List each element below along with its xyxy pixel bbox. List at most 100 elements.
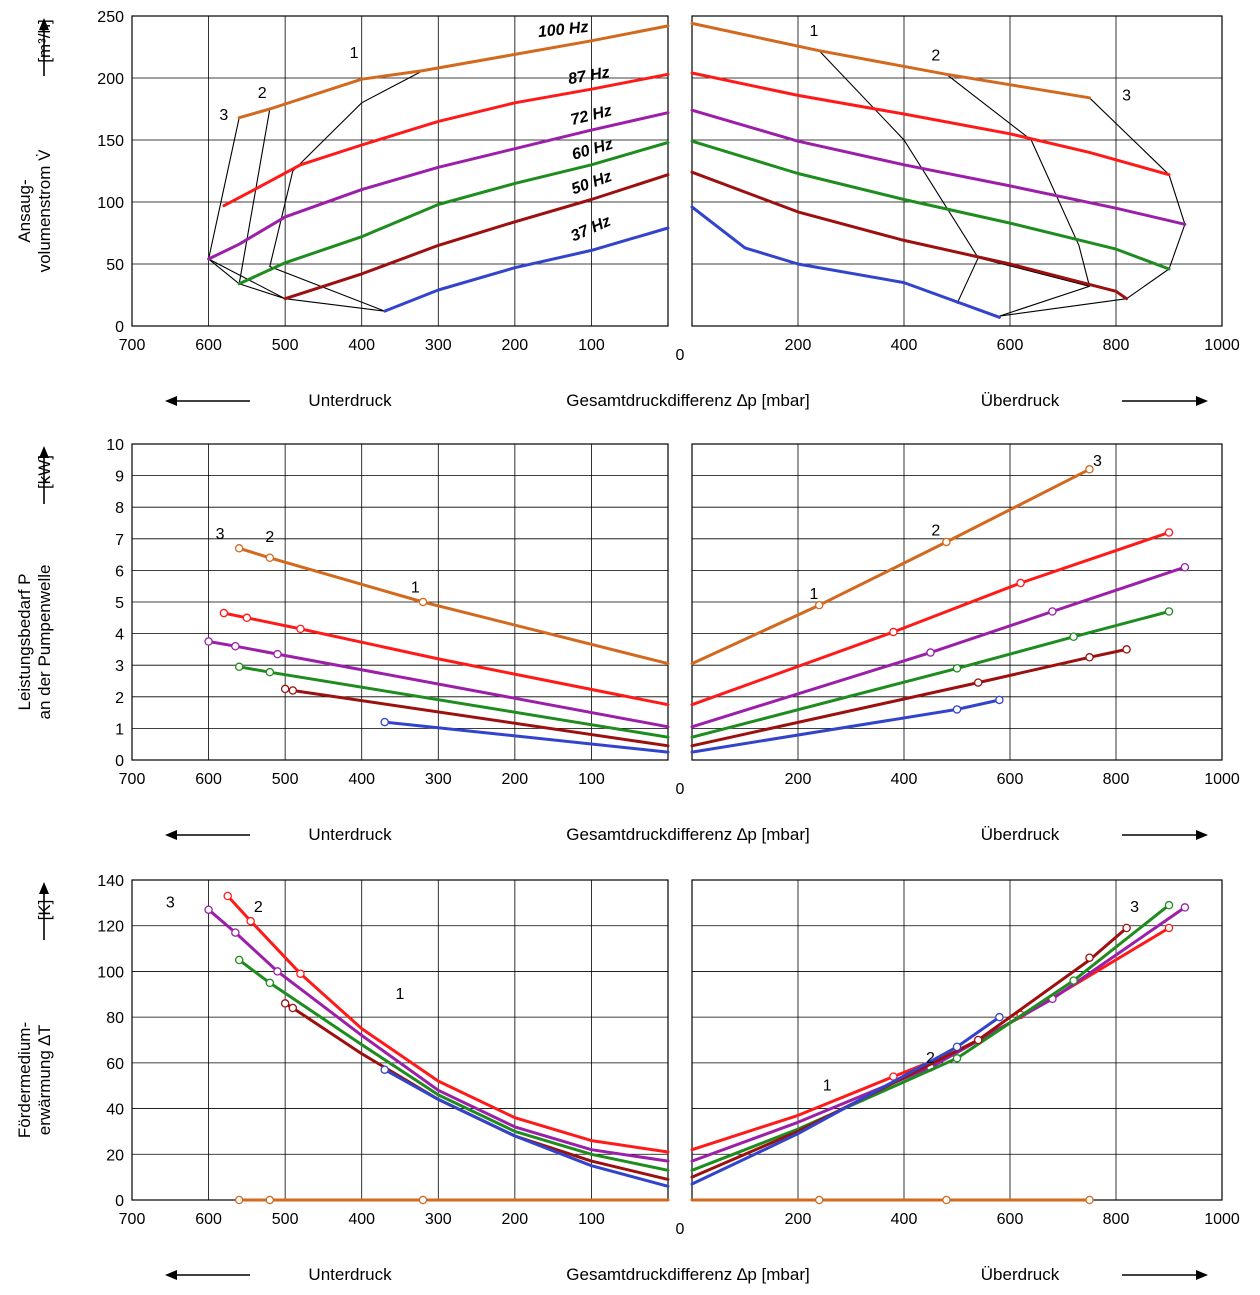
series-hz50 <box>280 923 1131 1181</box>
data-point <box>1069 976 1078 985</box>
data-point <box>889 627 898 637</box>
plot-frame-right <box>691 879 1223 1201</box>
data-point <box>288 1003 298 1013</box>
y-axis-label-line2: an der Pumpenwelle <box>35 565 54 720</box>
x-tick-label: 500 <box>272 771 299 788</box>
y-tick-label: 50 <box>106 257 124 274</box>
data-point <box>1164 607 1174 616</box>
x-tick-label: 200 <box>502 1211 529 1228</box>
curve-annotation: 2 <box>931 48 940 65</box>
x-tick-label: 800 <box>1103 771 1130 788</box>
y-axis-label-line2: erwärmung ∆T <box>35 1025 54 1136</box>
y-tick-label: 1 <box>115 721 124 738</box>
right-arrow-head-icon <box>1196 830 1208 840</box>
x-tick-label-zero: 0 <box>676 1221 685 1238</box>
y-axis-label-group: Ansaug-volumenstrom V̇[m³/h] <box>15 19 54 272</box>
curve-annotation: 1 <box>350 45 359 62</box>
data-point <box>1085 953 1094 962</box>
y-tick-label: 0 <box>115 753 124 770</box>
y-axis-label-line1: Ansaug- <box>15 179 34 242</box>
x-tick-label: 200 <box>785 1211 812 1228</box>
series-label: 37 Hz <box>568 213 613 246</box>
ueberdruck-label: Überdruck <box>981 825 1060 844</box>
x-tick-label: 600 <box>195 337 222 354</box>
curve-annotation: 3 <box>1130 899 1139 916</box>
data-point <box>1048 607 1057 616</box>
series-line-right <box>690 926 1129 1179</box>
x-tick-label: 200 <box>785 771 812 788</box>
unterdruck-label: Unterdruck <box>308 391 392 410</box>
series-hz60 <box>237 139 1171 286</box>
data-point <box>995 1012 1004 1022</box>
x-tick-label: 100 <box>578 337 605 354</box>
x-tick-label: 100 <box>578 1211 605 1228</box>
y-axis-label-group: Fördermedium-erwärmung ∆T[K] <box>15 900 54 1139</box>
data-point <box>296 624 305 634</box>
series-line-right <box>690 467 1091 666</box>
series-hz100 <box>237 21 1091 120</box>
y-tick-label: 2 <box>115 690 124 707</box>
data-point <box>288 686 298 695</box>
data-point <box>380 1065 389 1074</box>
data-point <box>1069 632 1078 642</box>
x-tick-label: 400 <box>891 1211 918 1228</box>
y-tick-label: 10 <box>106 437 124 454</box>
series-hz72 <box>204 903 1190 1163</box>
series-hz100 <box>234 1195 1094 1205</box>
x-tick-label: 600 <box>997 1211 1024 1228</box>
up-arrow-head-icon <box>39 446 49 458</box>
series-hz100 <box>234 465 1094 666</box>
curve-annotation: 3 <box>216 526 225 543</box>
y-tick-label: 0 <box>115 1193 124 1210</box>
series-line-right <box>690 21 1091 100</box>
data-point <box>1085 1195 1094 1205</box>
data-point <box>265 978 275 988</box>
data-point <box>1122 645 1131 654</box>
plot-frame-right <box>691 15 1223 327</box>
series-line-right <box>690 71 1171 177</box>
series-line-left <box>237 24 670 120</box>
curve-annotation: 2 <box>931 523 940 540</box>
series-line-left <box>207 908 670 1163</box>
y-tick-label: 40 <box>106 1102 124 1119</box>
data-point <box>242 613 252 623</box>
data-point <box>952 705 962 714</box>
x-tick-label: 400 <box>891 337 918 354</box>
curve-annotation: 1 <box>411 580 420 597</box>
series-hz50 <box>283 170 1129 301</box>
data-point <box>280 684 290 694</box>
data-point <box>296 969 305 978</box>
right-arrow-head-icon <box>1196 396 1208 406</box>
x-tick-label: 700 <box>119 771 146 788</box>
data-point <box>273 649 282 659</box>
x-tick-label: 400 <box>348 337 375 354</box>
y-tick-label: 150 <box>97 133 124 150</box>
construction-line <box>999 97 1186 317</box>
y-tick-label: 60 <box>106 1056 124 1073</box>
series-line-left <box>383 226 670 313</box>
data-point <box>265 1195 275 1205</box>
data-point <box>952 1042 962 1052</box>
series-line-right <box>690 565 1187 729</box>
data-point <box>234 955 244 965</box>
series-line-left <box>237 546 670 666</box>
up-arrow-head-icon <box>39 882 49 894</box>
construction-line <box>946 73 1091 317</box>
data-point <box>234 1195 244 1205</box>
x-tick-label: 700 <box>119 337 146 354</box>
curve-annotation: 1 <box>396 986 405 1003</box>
data-point <box>1180 562 1190 572</box>
curve-annotation: 3 <box>166 894 175 911</box>
data-point <box>380 717 389 727</box>
construction-line <box>818 50 979 304</box>
data-point <box>1016 578 1025 588</box>
data-point <box>273 967 282 976</box>
construction-line <box>238 108 385 312</box>
y-tick-label: 0 <box>115 319 124 336</box>
y-tick-label: 120 <box>97 919 124 936</box>
y-tick-label: 6 <box>115 563 124 580</box>
x-tick-label: 500 <box>272 337 299 354</box>
series-line-right <box>690 905 1187 1163</box>
data-point <box>219 608 229 618</box>
